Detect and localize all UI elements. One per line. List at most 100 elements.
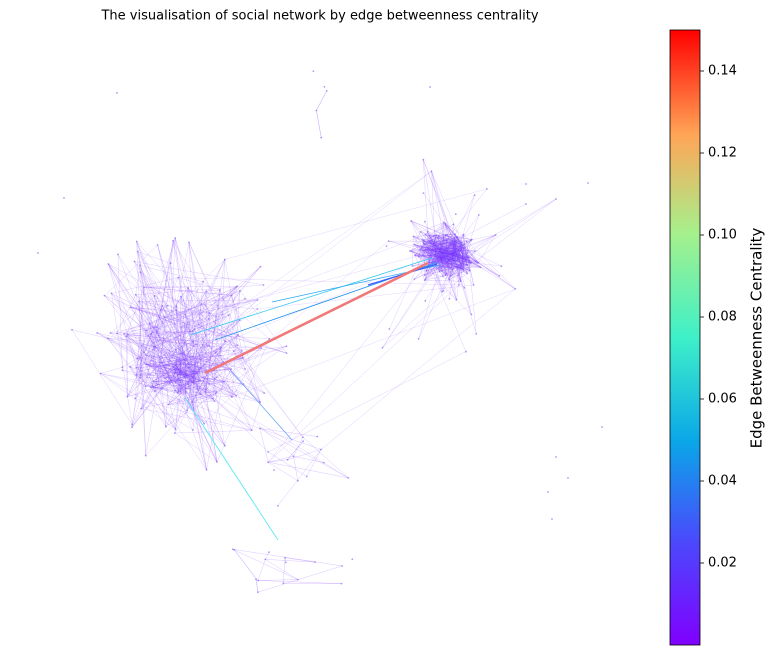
edge <box>204 261 429 375</box>
edge <box>206 290 239 336</box>
node <box>381 346 384 349</box>
edge <box>414 255 460 257</box>
edge <box>427 252 450 256</box>
edge <box>155 286 238 328</box>
edge <box>460 256 470 271</box>
edge <box>135 398 252 431</box>
edge <box>163 337 201 395</box>
node <box>263 392 266 394</box>
edge <box>71 329 133 425</box>
edge <box>145 363 198 390</box>
edge <box>259 428 349 479</box>
edge <box>136 319 240 369</box>
edge <box>143 286 216 317</box>
edge <box>137 298 246 359</box>
node <box>470 239 472 242</box>
edge <box>145 363 179 375</box>
node <box>135 366 138 369</box>
edge <box>456 236 481 268</box>
node <box>236 285 239 288</box>
edge <box>155 326 265 394</box>
node <box>150 332 153 335</box>
edge <box>467 198 557 257</box>
edge <box>135 287 145 375</box>
edge <box>454 243 458 250</box>
edge <box>108 263 178 370</box>
edge <box>446 254 463 270</box>
edge <box>155 316 165 347</box>
edge <box>153 380 181 382</box>
node <box>458 284 460 286</box>
edge <box>441 260 452 292</box>
node <box>462 244 464 247</box>
node <box>208 312 211 314</box>
edge <box>152 346 155 387</box>
edge <box>447 252 450 264</box>
node <box>412 235 415 238</box>
edge <box>149 290 241 325</box>
edge <box>441 244 465 268</box>
edge <box>178 277 210 314</box>
edge <box>428 234 448 242</box>
edge <box>219 289 244 359</box>
edge <box>174 237 217 393</box>
node <box>259 401 262 404</box>
node <box>347 477 350 479</box>
edge <box>422 250 468 266</box>
edge <box>145 380 181 387</box>
edge <box>424 270 470 281</box>
node <box>436 251 439 253</box>
edge <box>186 290 207 328</box>
edge <box>214 369 232 402</box>
edge <box>215 338 270 394</box>
edge <box>107 338 176 430</box>
edge <box>174 308 258 370</box>
edge <box>165 295 232 427</box>
edge <box>437 251 461 282</box>
node <box>417 255 420 258</box>
edge <box>154 337 164 392</box>
edge <box>134 261 171 384</box>
edge <box>202 281 270 339</box>
node <box>421 246 423 249</box>
node <box>466 255 469 258</box>
edge <box>172 366 217 394</box>
edge <box>136 367 194 411</box>
edge <box>196 368 232 374</box>
node <box>154 390 156 393</box>
edge <box>453 249 461 255</box>
edge <box>141 326 157 346</box>
edge <box>457 236 462 244</box>
node <box>174 372 176 374</box>
edge <box>145 266 261 365</box>
edge <box>123 333 146 387</box>
edge <box>433 259 449 264</box>
edge <box>157 245 207 470</box>
edge <box>181 385 218 463</box>
edge <box>409 249 431 252</box>
edge <box>97 332 246 370</box>
node <box>461 249 463 252</box>
edge <box>193 335 239 378</box>
edge <box>424 265 436 281</box>
edge <box>179 363 189 374</box>
node <box>129 306 132 309</box>
node <box>219 354 222 357</box>
node <box>163 316 166 318</box>
edge <box>189 286 238 368</box>
edge <box>443 255 471 264</box>
edge <box>161 388 214 400</box>
edge <box>257 559 266 581</box>
edge <box>442 254 456 264</box>
edge <box>154 314 230 347</box>
edge <box>123 330 193 335</box>
node <box>419 248 421 251</box>
edge <box>136 241 206 393</box>
edge <box>145 384 159 456</box>
edge <box>440 254 479 263</box>
node <box>460 242 462 245</box>
edge <box>268 462 298 481</box>
edge <box>431 234 448 264</box>
edge <box>425 243 462 301</box>
node <box>459 280 462 283</box>
